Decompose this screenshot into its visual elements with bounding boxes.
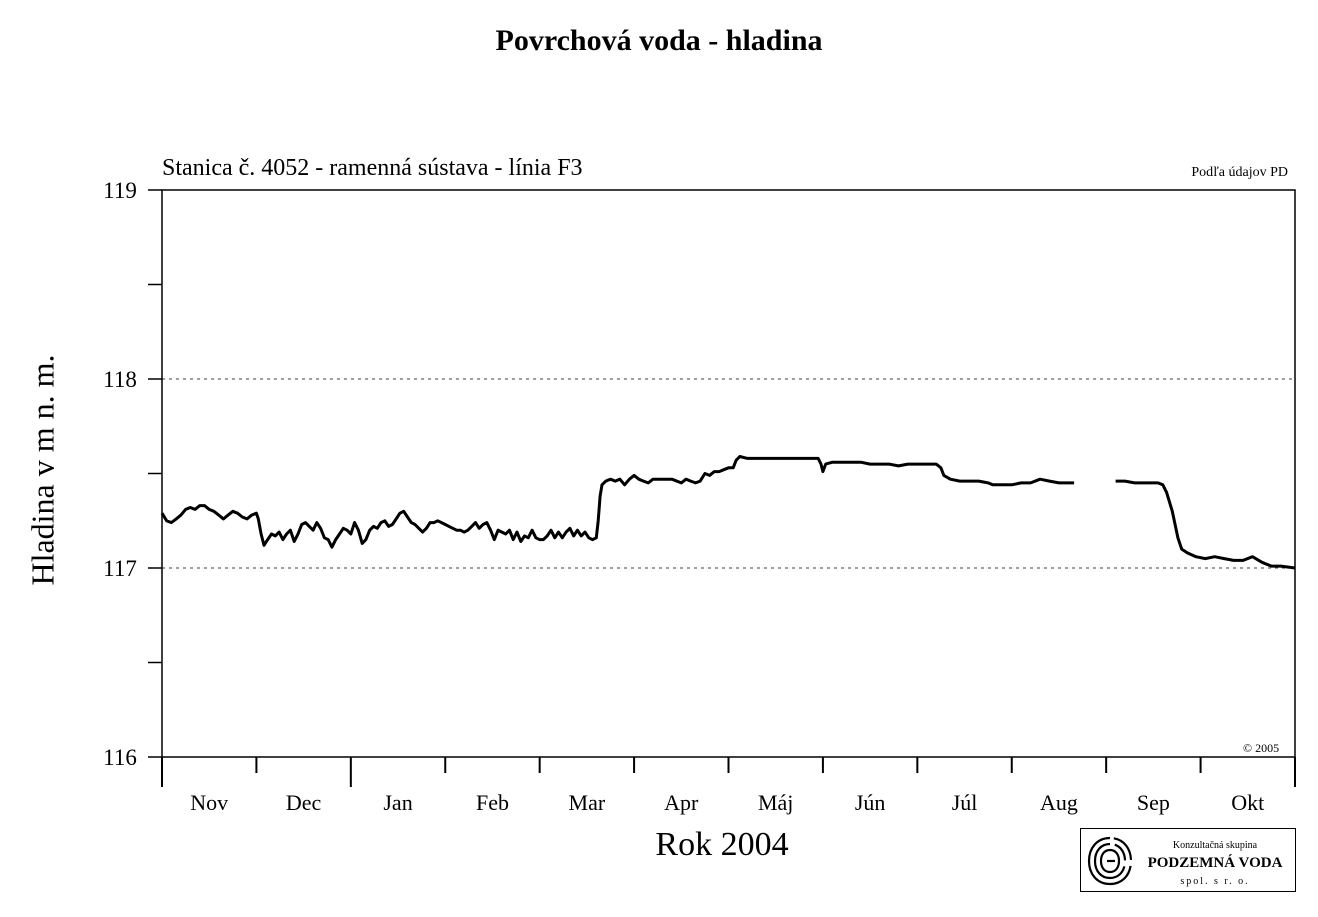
month-label: Dec [286, 790, 322, 815]
month-label: Feb [476, 790, 509, 815]
month-label: Apr [664, 790, 699, 815]
chart-subtitle: Stanica č. 4052 - ramenná sústava - líni… [162, 155, 583, 181]
source-note: Podľa údajov PD [1191, 165, 1288, 180]
y-tick-label: 116 [103, 745, 137, 770]
month-label: Nov [190, 790, 228, 815]
company-logo: Konzultačná skupina PODZEMNÁ VODA spol. … [1080, 828, 1296, 892]
y-tick-label: 119 [103, 178, 137, 203]
month-label: Jan [383, 790, 412, 815]
month-label: Mar [569, 790, 606, 815]
y-tick-label: 118 [103, 367, 137, 392]
x-axis-label: Rok 2004 [655, 826, 789, 863]
y-tick-label: 117 [103, 556, 137, 581]
logo-icon [1087, 836, 1133, 886]
copyright-note: © 2005 [1243, 741, 1280, 755]
month-label: Okt [1231, 790, 1264, 815]
month-label: Máj [758, 790, 793, 815]
logo-line-1: Konzultačná skupina [1172, 840, 1258, 851]
month-label: Aug [1040, 790, 1078, 815]
plot-frame [161, 189, 1296, 758]
month-label: Jún [855, 790, 886, 815]
chart-title: Povrchová voda - hladina [495, 24, 823, 57]
series-line [160, 455, 1296, 570]
month-label: Júl [952, 790, 978, 815]
logo-line-2: PODZEMNÁ VODA [1147, 855, 1283, 871]
month-label: Sep [1137, 790, 1170, 815]
logo-line-3: spol. s r. o. [1180, 876, 1250, 887]
